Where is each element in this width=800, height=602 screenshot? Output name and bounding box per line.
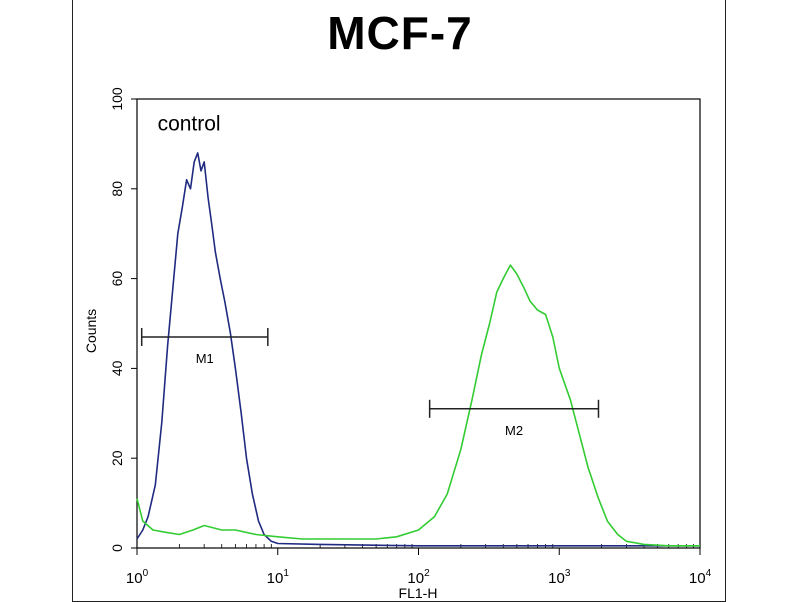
y-tick-label: 20 (109, 450, 125, 466)
y-tick-label: 0 (109, 544, 125, 552)
x-tick-exponent: 2 (424, 568, 430, 579)
x-tick-label: 104 (689, 568, 712, 587)
plot-area (136, 98, 701, 549)
marker-label: M2 (505, 423, 523, 438)
series-1-line (136, 264, 700, 547)
chart-title: MCF-7 (327, 7, 473, 59)
x-axis-label: FL1-H (399, 585, 438, 600)
y-axis: 0 20 40 60 80 100 (109, 87, 137, 552)
x-tick-base: 10 (407, 570, 424, 587)
x-tick-label: 102 (407, 568, 430, 587)
x-tick-base: 10 (689, 570, 706, 587)
series-0-line (136, 152, 700, 547)
gate-markers: M1 M2 (140, 327, 600, 438)
x-tick-base: 10 (548, 570, 565, 587)
x-tick-exponent: 3 (565, 568, 571, 579)
x-tick-base: 10 (126, 570, 143, 587)
y-tick-label: 60 (109, 271, 125, 287)
x-tick-label: 103 (548, 568, 571, 587)
x-tick-base: 10 (267, 570, 284, 587)
x-tick-label: 101 (267, 568, 290, 587)
series-layer (136, 152, 700, 547)
x-tick-exponent: 4 (706, 568, 712, 579)
x-tick-exponent: 0 (143, 568, 149, 579)
x-tick-label: 100 (126, 568, 149, 587)
y-axis-label: Counts (83, 309, 99, 353)
y-tick-label: 100 (109, 87, 125, 111)
annotation-control: control (158, 112, 221, 135)
marker-label: M1 (196, 351, 214, 366)
x-axis: 100 101 102 103 104 (126, 544, 712, 587)
y-tick-label: 40 (109, 360, 125, 376)
y-tick-label: 80 (109, 181, 125, 197)
x-tick-exponent: 1 (283, 568, 289, 579)
